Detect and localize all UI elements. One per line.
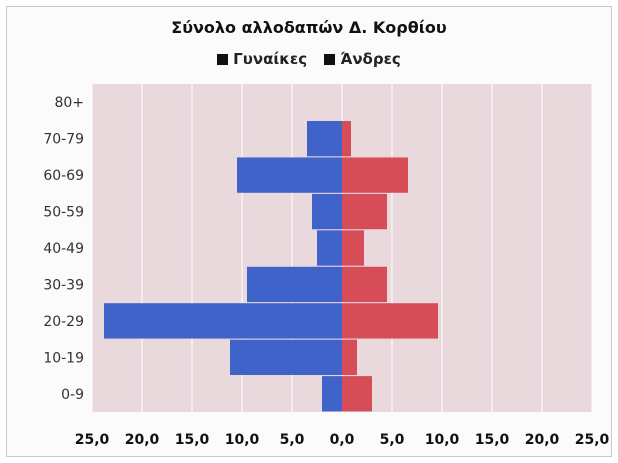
y-tick-label: 70-79	[43, 132, 84, 148]
x-tick-label: 5,0	[280, 432, 305, 448]
chart-title: Σύνολο αλλοδαπών Δ. Κορθίου	[171, 18, 447, 37]
y-tick-label: 60-69	[43, 168, 84, 184]
x-tick-label: 10,0	[225, 432, 260, 448]
y-tick-label: 20-29	[43, 314, 84, 330]
legend-item-women: Γυναίκες	[217, 50, 307, 68]
x-tick-label: 15,0	[475, 432, 510, 448]
legend-label-men: Άνδρες	[340, 50, 401, 68]
y-tick-label: 50-59	[43, 205, 84, 221]
bar-women	[307, 120, 342, 157]
legend-item-men: Άνδρες	[324, 50, 401, 68]
bar-men	[342, 303, 438, 339]
y-tick-label: 30-39	[43, 277, 84, 293]
bar-women	[247, 266, 342, 303]
bar-men	[342, 230, 364, 266]
y-tick-label: 0-9	[61, 387, 84, 403]
bar-women	[230, 339, 342, 376]
x-tick-label: 10,0	[425, 432, 460, 448]
x-tick-label: 20,0	[125, 432, 160, 448]
bar-men	[342, 157, 408, 193]
bar-men	[342, 266, 387, 303]
bar-women	[104, 303, 342, 339]
legend-label-women: Γυναίκες	[233, 50, 308, 68]
y-tick-label: 80+	[54, 95, 84, 111]
bar-women	[322, 376, 342, 412]
legend-swatch-men	[324, 54, 336, 65]
x-tick-label: 15,0	[175, 432, 210, 448]
chart-legend: Γυναίκες Άνδρες	[0, 50, 618, 68]
bar-women	[317, 230, 342, 266]
legend-swatch-women	[217, 54, 229, 65]
x-tick-label: 25,0	[75, 432, 110, 448]
bar-women	[312, 193, 342, 230]
bar-men	[342, 120, 351, 157]
x-tick-label: 0,0	[330, 432, 355, 448]
bar-men	[342, 339, 357, 376]
bar-men	[342, 193, 387, 230]
bar-women	[237, 157, 342, 193]
y-tick-label: 40-49	[43, 241, 84, 257]
x-tick-label: 20,0	[525, 432, 560, 448]
x-tick-label: 25,0	[575, 432, 610, 448]
y-tick-label: 10-19	[43, 350, 84, 366]
bar-men	[342, 376, 372, 412]
x-tick-label: 5,0	[380, 432, 405, 448]
